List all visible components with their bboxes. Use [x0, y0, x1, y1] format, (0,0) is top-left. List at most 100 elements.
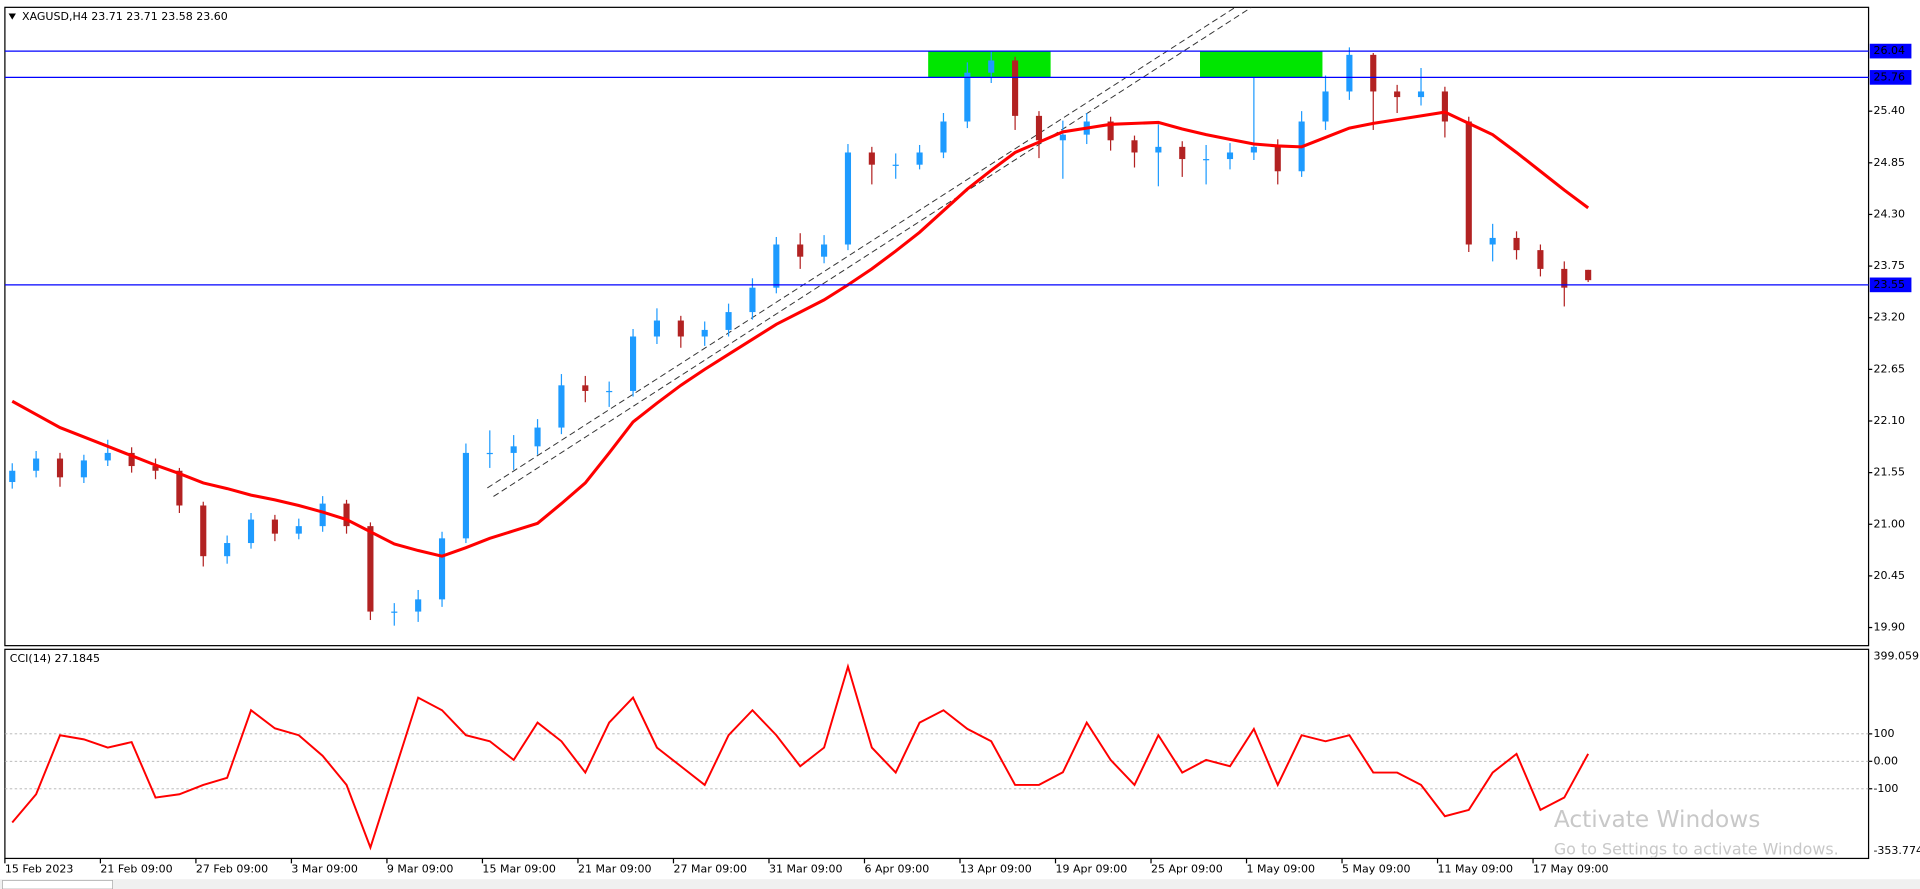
resistance-zone [1200, 51, 1323, 78]
watermark-title: Activate Windows [1554, 806, 1760, 833]
candle-body [677, 320, 684, 337]
candle-body [1107, 121, 1114, 141]
y-tick-label: -100 [1873, 782, 1898, 795]
candle-body [868, 152, 875, 165]
x-tick-label: 6 Apr 09:00 [864, 862, 929, 875]
y-tick-label: 100 [1873, 727, 1894, 740]
candle-body [271, 519, 278, 534]
candle-body [391, 611, 398, 613]
x-tick-label: 1 May 09:00 [1247, 862, 1315, 875]
candle-body [821, 244, 828, 257]
x-tick-label: 25 Apr 09:00 [1151, 862, 1223, 875]
candle-body [1035, 115, 1043, 141]
candle-body [510, 446, 517, 453]
candle-body [33, 458, 40, 471]
candle-body [606, 390, 613, 393]
candle-body [582, 385, 589, 391]
candle-body [80, 460, 87, 478]
candle-body [892, 164, 899, 166]
y-tick-label: 23.20 [1873, 311, 1905, 324]
candle-body [104, 452, 111, 461]
candle-body [1155, 146, 1162, 153]
y-tick-label: 22.65 [1873, 362, 1905, 375]
y-tick-label: 24.30 [1873, 207, 1905, 220]
x-tick-label: 15 Mar 09:00 [482, 862, 556, 875]
candle-body [438, 538, 446, 600]
chart-title: XAGUSD,H4 23.71 23.71 23.58 23.60 [22, 10, 228, 23]
price-level-label: 25.76 [1873, 70, 1905, 83]
x-tick-label: 27 Mar 09:00 [673, 862, 747, 875]
x-tick-label: 27 Feb 09:00 [196, 862, 268, 875]
price-level-label: 26.04 [1873, 44, 1905, 57]
x-tick-label: 31 Mar 09:00 [769, 862, 843, 875]
candle-body [1489, 237, 1496, 245]
watermark-subtitle: Go to Settings to activate Windows. [1554, 839, 1839, 858]
y-tick-label: 20.45 [1873, 569, 1905, 582]
y-tick-label: 0.00 [1873, 754, 1898, 767]
candle-body [128, 452, 135, 467]
candle-body [1370, 54, 1377, 92]
indicator-line [11, 663, 1590, 851]
candle-body [558, 385, 565, 428]
candle-body [988, 60, 995, 73]
x-tick-label: 9 Mar 09:00 [387, 862, 453, 875]
candle-body [534, 427, 541, 447]
cci-panel-frame [4, 648, 1870, 860]
candle-body [1322, 91, 1329, 122]
candle-body [749, 287, 756, 313]
price-level-tag [1869, 43, 1912, 59]
x-tick-label: 3 Mar 09:00 [291, 862, 357, 875]
tab[interactable] [2, 880, 113, 889]
candle-body [1274, 146, 1281, 172]
trend-line [487, 7, 1237, 489]
tab-bar [0, 879, 1920, 889]
candle-body [176, 470, 183, 506]
collapse-icon[interactable] [8, 13, 16, 20]
x-tick-label: 21 Mar 09:00 [578, 862, 652, 875]
candle-body [1585, 269, 1592, 281]
candle-body [415, 599, 422, 612]
y-limit-label: 399.059 [1873, 650, 1919, 663]
candle-body [916, 152, 923, 165]
indicator-title: CCI(14) 27.1845 [10, 652, 100, 665]
candle-body [653, 320, 660, 337]
candle-body [319, 503, 326, 527]
candle-body [797, 244, 804, 257]
price-level-tag [1869, 70, 1912, 85]
candle-body [152, 466, 159, 471]
candle-body [844, 152, 852, 245]
candle-body [940, 121, 947, 153]
candle-body [725, 312, 732, 330]
candle-body [367, 526, 374, 612]
candle-body [701, 329, 708, 337]
candle-body [486, 452, 493, 455]
y-tick-label: 24.85 [1873, 156, 1905, 169]
candle-body [343, 503, 350, 527]
candle-body [224, 543, 231, 557]
y-tick-label: 22.10 [1873, 414, 1905, 427]
candle-body [773, 244, 780, 288]
moving-average [11, 110, 1590, 558]
candle-body [1417, 91, 1425, 98]
candle-body [1346, 54, 1353, 92]
candle-body [9, 470, 16, 483]
candle-body [1537, 250, 1544, 269]
main-panel-frame [4, 6, 1870, 647]
x-tick-label: 15 Feb 2023 [5, 862, 74, 875]
x-tick-label: 5 May 09:00 [1342, 862, 1410, 875]
x-tick-label: 17 May 09:00 [1533, 862, 1608, 875]
candle-body [1441, 91, 1448, 122]
trend-channel [487, 7, 1252, 497]
x-tick-label: 21 Feb 09:00 [100, 862, 172, 875]
x-tick-label: 19 Apr 09:00 [1056, 862, 1128, 875]
candle-body [1561, 268, 1568, 288]
candle-body [295, 526, 302, 534]
candle-body [1465, 121, 1472, 245]
x-tick-label: 13 Apr 09:00 [960, 862, 1032, 875]
candle-body [1394, 91, 1401, 98]
y-tick-label: 21.55 [1873, 466, 1905, 479]
candle-body [1250, 146, 1257, 153]
